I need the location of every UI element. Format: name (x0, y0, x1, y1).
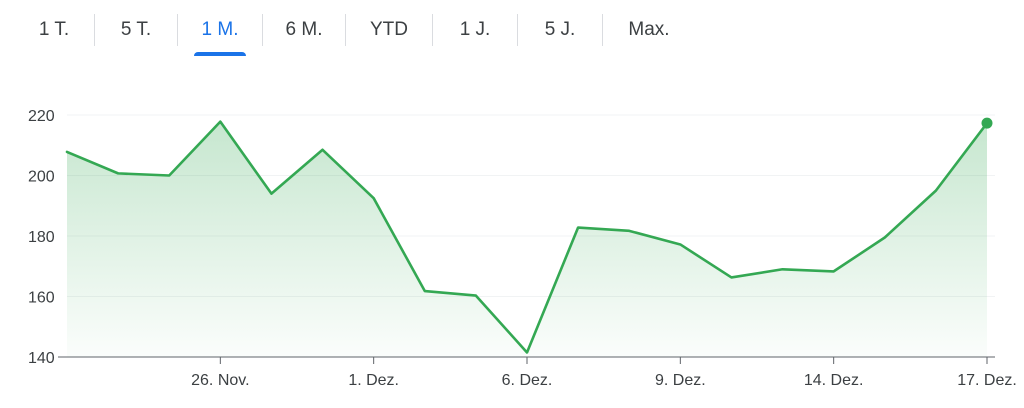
tab-range-0[interactable]: 1 T. (14, 8, 94, 52)
data-point-14 (780, 266, 786, 272)
y-tick-label-180: 180 (28, 229, 55, 246)
price-area (67, 121, 987, 357)
tab-label: 5 J. (544, 19, 576, 40)
data-point-10 (575, 225, 581, 231)
tab-label: 1 J. (459, 19, 491, 40)
y-tick-label-200: 200 (28, 169, 55, 186)
tab-label: 6 M. (285, 19, 323, 40)
tab-separator (517, 14, 518, 46)
tab-separator (602, 14, 603, 46)
data-point-15 (831, 268, 837, 274)
data-point-13 (728, 274, 734, 280)
data-point-9 (524, 349, 530, 355)
data-point-3 (217, 119, 223, 125)
data-point-7 (422, 288, 428, 294)
active-tab-underline (194, 52, 246, 56)
y-tick-label-160: 160 (28, 290, 55, 307)
x-tick-label-5: 17. Dez. (957, 372, 1017, 389)
tab-separator (432, 14, 433, 46)
data-point-8 (473, 293, 479, 299)
tab-separator (345, 14, 346, 46)
tab-label: 1 M. (201, 19, 239, 40)
data-point-12 (677, 241, 683, 247)
tab-range-5[interactable]: 1 J. (433, 8, 517, 52)
data-point-17 (933, 188, 939, 194)
data-point-11 (626, 228, 632, 234)
tab-range-2[interactable]: 1 M. (178, 8, 262, 56)
tab-label: 1 T. (38, 19, 70, 40)
tab-label: 5 T. (120, 19, 152, 40)
tab-range-3[interactable]: 6 M. (263, 8, 345, 52)
x-tick-label-2: 6. Dez. (502, 372, 553, 389)
data-point-5 (320, 147, 326, 153)
data-point-6 (371, 195, 377, 201)
x-tick-label-1: 1. Dez. (348, 372, 399, 389)
data-point-16 (882, 235, 888, 241)
data-point-2 (166, 173, 172, 179)
tab-separator (94, 14, 95, 46)
price-line (65, 120, 989, 354)
last-price-dot (981, 117, 993, 129)
x-tick-label-4: 14. Dez. (804, 372, 864, 389)
tab-range-7[interactable]: Max. (603, 8, 695, 52)
tab-range-1[interactable]: 5 T. (95, 8, 177, 52)
y-tick-label-140: 140 (28, 350, 55, 367)
data-point-4 (268, 191, 274, 197)
data-point-1 (115, 170, 121, 176)
data-point-0 (64, 149, 70, 155)
x-tick-label-3: 9. Dez. (655, 372, 706, 389)
tab-separator (177, 14, 178, 46)
tab-label: YTD (370, 19, 408, 40)
tab-range-4[interactable]: YTD (346, 8, 432, 52)
range-tabs: 1 T. 5 T. 1 M. 6 M. YTD 1 J. 5 J. Max. (14, 8, 695, 56)
tab-separator (262, 14, 263, 46)
x-tick-label-0: 26. Nov. (191, 372, 249, 389)
y-tick-label-220: 220 (28, 108, 55, 125)
tab-range-6[interactable]: 5 J. (518, 8, 602, 52)
tab-label: Max. (628, 19, 670, 40)
